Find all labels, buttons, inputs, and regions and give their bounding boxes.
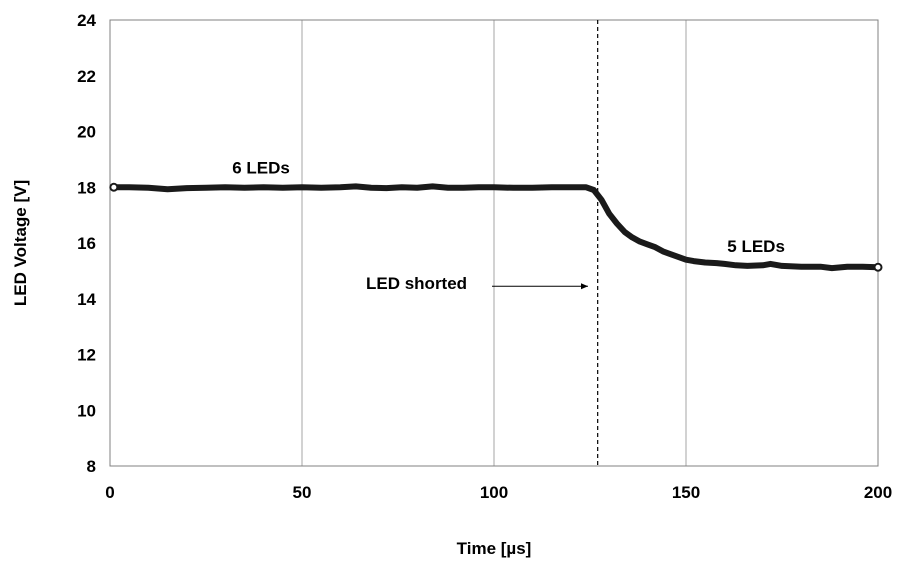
annotation-6-leds: 6 LEDs: [232, 159, 290, 178]
x-tick-label: 0: [105, 483, 114, 502]
y-tick-label: 14: [77, 290, 96, 309]
x-tick-label: 200: [864, 483, 892, 502]
series-line: [110, 183, 881, 272]
y-tick-label: 16: [77, 234, 96, 253]
series-group: [109, 182, 883, 272]
y-tick-label: 8: [87, 457, 96, 476]
series-end-point: [109, 182, 119, 192]
y-tick-label: 22: [77, 67, 96, 86]
x-tick-label: 50: [293, 483, 312, 502]
y-tick-label: 10: [77, 401, 96, 420]
x-axis-title: Time [µs]: [457, 539, 532, 558]
y-tick-labels: 8 10 12 14 16 18 20 22 24: [77, 11, 96, 476]
series-end-point: [873, 262, 883, 272]
gridlines: [301, 20, 687, 466]
y-tick-label: 18: [77, 178, 96, 197]
y-tick-label: 12: [77, 346, 96, 365]
plot-frame: [109, 19, 879, 467]
annotation-led-shorted: LED shorted: [366, 274, 467, 293]
annotation-5-leds: 5 LEDs: [727, 237, 785, 256]
y-tick-label: 24: [77, 11, 96, 30]
y-axis-title: LED Voltage [V]: [11, 180, 30, 306]
x-tick-labels: 0 50 100 150 200: [105, 483, 892, 502]
y-tick-label: 20: [77, 123, 96, 142]
x-tick-label: 150: [672, 483, 700, 502]
x-tick-label: 100: [480, 483, 508, 502]
